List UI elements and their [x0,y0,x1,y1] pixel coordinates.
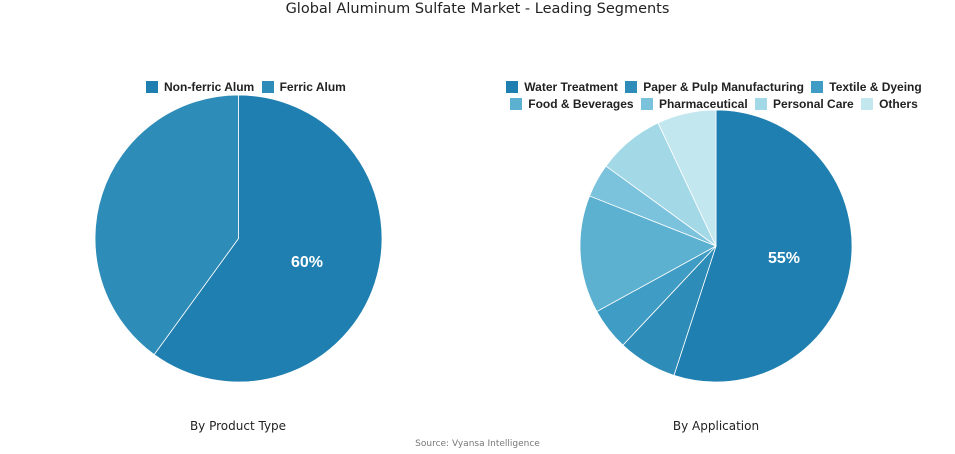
pie-slice-others[interactable] [657,109,717,247]
legend-label: Ferric Alum [279,80,346,94]
legend-item[interactable]: Personal Care [755,97,854,112]
legend-item[interactable]: Ferric Alum [261,80,346,94]
slice-label-water-treatment: 55% [768,250,800,267]
legend-label: Non-ferric Alum [164,80,255,94]
pie-slice-ferric-alum[interactable] [94,94,239,356]
legend-item[interactable]: Food & Beverages [510,96,634,112]
pie-slice-non-ferric-alum[interactable] [153,94,383,383]
legend-swatch [261,81,274,93]
slice-label-non-ferric: 60% [291,254,323,271]
pie-slice-food-beverages[interactable] [579,195,717,313]
legend-item[interactable]: Water Treatment [506,80,618,95]
legend-label: Others [879,96,918,111]
caption-application: By Application [672,419,760,433]
pie-slice-water-treatment[interactable] [673,109,853,383]
legend-label: Food & Beverages [528,96,634,111]
chart-title: Global Aluminum Sulfate Market - Leading… [285,1,670,17]
legend-label: Personal Care [773,96,854,111]
pie-application [579,109,853,383]
legend-item[interactable]: Others [861,97,918,112]
legend-swatch [811,81,824,94]
legend-swatch [506,81,519,94]
legend-item[interactable]: Pharmaceutical [640,96,748,112]
pie-product-type [94,94,383,383]
legend-label: Water Treatment [524,80,618,94]
legend-swatch [146,81,158,93]
legend-swatch [755,98,768,110]
legend-label: Pharmaceutical [658,96,748,111]
legend-swatch [640,98,653,110]
legend-label: Textile & Dyeing [829,80,922,94]
legend-swatch [625,81,638,94]
legend-swatch [510,98,523,110]
legend-item[interactable]: Paper & Pulp Manufacturing [625,80,804,95]
legend-application: Water Treatment Paper & Pulp Manufacturi… [0,80,955,114]
legend-item[interactable]: Textile & Dyeing [811,80,922,95]
legend-label: Paper & Pulp Manufacturing [643,80,804,94]
legend-product-type: Non-ferric Alum Ferric Alum [146,80,350,96]
caption-product-type: By Product Type [189,419,287,433]
source-note: Source: Vyansa Intelligence [415,439,540,449]
legend-item[interactable]: Non-ferric Alum [146,80,254,94]
legend-swatch [861,98,874,110]
